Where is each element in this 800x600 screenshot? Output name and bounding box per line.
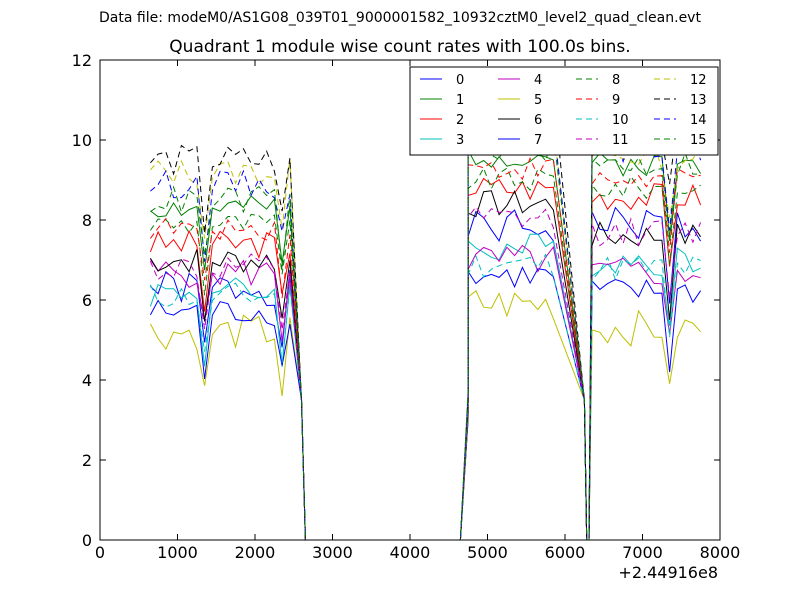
y-tick-label: 6	[82, 291, 92, 310]
x-tick-label: 8000	[700, 543, 741, 562]
series-line-12	[150, 111, 702, 541]
series-line-10	[149, 253, 701, 541]
y-tick-label: 4	[82, 371, 92, 390]
legend-label-15: 15	[690, 133, 707, 148]
series-line-3	[149, 233, 701, 541]
x-tick-label: 1000	[157, 543, 198, 562]
legend-box	[409, 66, 719, 156]
legend-label-13: 13	[690, 93, 707, 108]
chart-title: Quadrant 1 module wise count rates with …	[169, 37, 631, 57]
legend-label-9: 9	[612, 93, 620, 108]
series-line-2	[149, 177, 702, 541]
series-line-0	[150, 206, 702, 541]
legend-label-12: 12	[690, 73, 707, 88]
x-tick-label: 2000	[235, 543, 276, 562]
series-line-1	[150, 149, 702, 541]
axis-ticks: 0 1000 2000 3000 4000 5000 6000 7000 80000246810…	[72, 51, 741, 562]
series-line-14	[150, 123, 702, 541]
series-line-9	[149, 156, 701, 541]
legend-label-4: 4	[534, 73, 542, 88]
legend-label-0: 0	[456, 73, 464, 88]
legend-label-11: 11	[612, 133, 629, 148]
legend-label-2: 2	[456, 113, 464, 128]
legend-label-3: 3	[456, 133, 464, 148]
y-tick-label: 8	[82, 211, 92, 230]
legend-label-1: 1	[456, 93, 464, 108]
series-line-6	[149, 189, 702, 541]
series-line-4	[149, 244, 701, 541]
legend-label-6: 6	[534, 113, 542, 128]
legend-label-8: 8	[612, 73, 620, 88]
series-line-11	[149, 206, 702, 541]
legend-label-7: 7	[534, 133, 542, 148]
series-line-8	[149, 167, 701, 541]
x-tick-label: 4000	[390, 543, 431, 562]
x-offset-label: +2.44916e8	[618, 563, 718, 582]
series-line-7	[149, 266, 702, 541]
y-tick-label: 2	[82, 451, 92, 470]
series-line-15	[150, 134, 701, 541]
legend-label-14: 14	[690, 113, 707, 128]
figure-suptitle: Data file: modeM0/AS1G08_039T01_90000015…	[99, 10, 701, 26]
legend-label-5: 5	[534, 93, 542, 108]
x-tick-label: 5000	[467, 543, 508, 562]
x-tick-label: 3000	[312, 543, 353, 562]
x-tick-label: 7000	[622, 543, 663, 562]
y-tick-label: 10	[72, 131, 92, 150]
y-tick-label: 12	[72, 51, 92, 70]
y-tick-label: 0	[82, 531, 92, 550]
series-line-5	[149, 290, 701, 541]
x-tick-label: 6000	[545, 543, 586, 562]
x-tick-label: 0	[95, 543, 105, 562]
legend-label-10: 10	[612, 113, 629, 128]
